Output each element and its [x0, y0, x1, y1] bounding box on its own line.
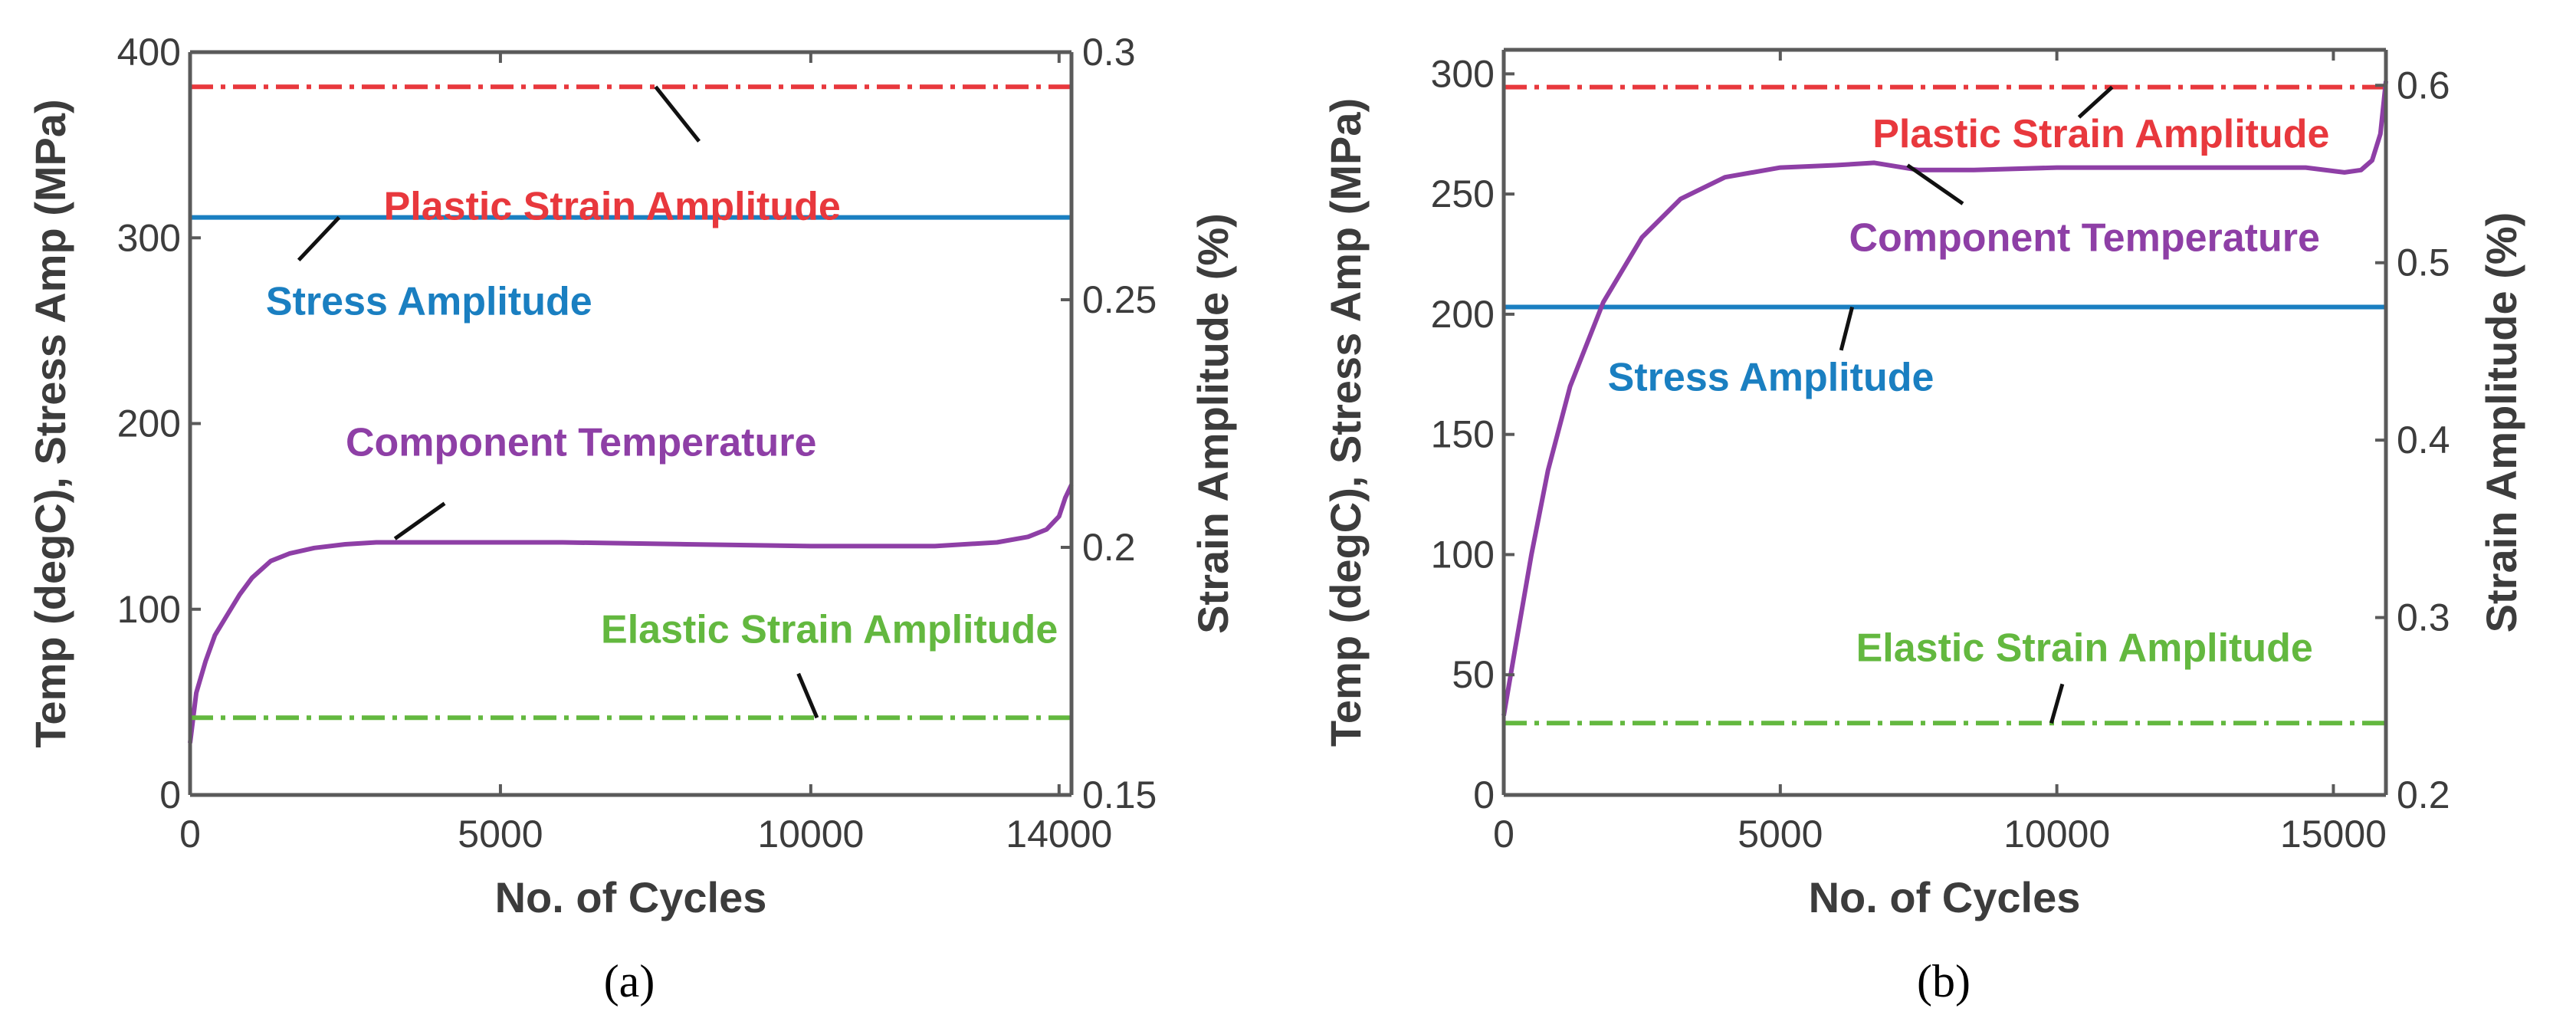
y-left-tick-label: 300	[1431, 52, 1495, 95]
annotation-leader-stress-amplitude	[1839, 306, 1855, 351]
annotation-label-plastic-strain-amplitude: Plastic Strain Amplitude	[384, 184, 841, 228]
annotation-label-component-temperature: Component Temperature	[1849, 216, 2319, 261]
x-tick-label: 10000	[2003, 813, 2110, 856]
annotation-label-stress-amplitude: Stress Amplitude	[1608, 355, 1934, 399]
x-tick-label: 0	[1493, 813, 1514, 856]
annotation-leader-elastic-strain-amplitude	[796, 672, 819, 719]
y-right-tick-label: 0.3	[2397, 596, 2450, 639]
annotation-label-elastic-strain-amplitude: Elastic Strain Amplitude	[601, 608, 1058, 652]
y-right-tick-label: 0.2	[2397, 773, 2450, 816]
series-line-component-temperature	[188, 484, 1074, 744]
chart-panel-b: 0 5000 10000 15000 0 50 100 150 200 250 300 0.2 0.3 0…	[1321, 48, 2525, 1007]
x-tick-label: 5000	[1738, 813, 1823, 856]
y-left-tick-label: 200	[117, 402, 181, 445]
annotation-label-stress-amplitude: Stress Amplitude	[266, 280, 592, 324]
annotation-leader-plastic-strain-amplitude	[2077, 85, 2114, 119]
annotation-leader-component-temperature	[1906, 163, 1964, 205]
x-axis-title: No. of Cycles	[1809, 873, 2081, 921]
y-right-tick-label: 0.5	[2397, 241, 2450, 284]
y-axis-right-title: Strain Amplitude (%)	[2477, 212, 2525, 633]
annotation-label-plastic-strain-amplitude: Plastic Strain Amplitude	[1872, 112, 2329, 156]
annotation-leader-stress-amplitude	[297, 215, 341, 262]
x-tick-label: 0	[179, 813, 201, 856]
y-left-tick-label: 0	[159, 773, 181, 816]
annotation-leader-plastic-strain-amplitude	[654, 85, 701, 143]
panel-caption: (a)	[604, 956, 655, 1007]
annotation-leader-component-temperature	[393, 501, 446, 540]
y-right-tick-label: 0.25	[1082, 278, 1157, 321]
y-axis-right-title: Strain Amplitude (%)	[1189, 213, 1237, 634]
annotation-leader-elastic-strain-amplitude	[2049, 683, 2065, 724]
y-right-tick-label: 0.6	[2397, 64, 2450, 107]
chart-panel-a: 0 5000 10000 14000 0 100 200 300 400 0.15 0.2 0.25 0…	[26, 31, 1237, 1007]
y-left-tick-label: 0	[1473, 773, 1495, 816]
y-left-tick-label: 150	[1431, 413, 1495, 456]
y-left-tick-label: 250	[1431, 172, 1495, 215]
y-left-tick-label: 50	[1452, 653, 1495, 696]
y-left-tick-label: 400	[117, 31, 181, 74]
x-axis-title: No. of Cycles	[495, 873, 767, 921]
annotation-label-component-temperature: Component Temperature	[346, 421, 816, 465]
x-tick-label: 5000	[458, 813, 543, 856]
x-tick-label: 15000	[2280, 813, 2387, 856]
y-left-tick-label: 200	[1431, 293, 1495, 336]
y-right-tick-label: 0.2	[1082, 526, 1136, 569]
y-left-tick-label: 100	[117, 588, 181, 631]
y-right-tick-label: 0.3	[1082, 31, 1136, 74]
y-right-tick-label: 0.4	[2397, 419, 2450, 461]
y-axis-left-title: Temp (degC), Stress Amp (MPa)	[26, 99, 74, 747]
y-left-tick-label: 300	[117, 216, 181, 259]
series-line-component-temperature	[1501, 80, 2388, 717]
x-tick-label: 14000	[1006, 813, 1112, 856]
x-tick-label: 10000	[757, 813, 864, 856]
annotation-label-elastic-strain-amplitude: Elastic Strain Amplitude	[1856, 626, 2313, 670]
panel-caption: (b)	[1917, 956, 1971, 1007]
y-left-tick-label: 100	[1431, 533, 1495, 576]
y-right-tick-label: 0.15	[1082, 773, 1157, 816]
y-axis-left-title: Temp (degC), Stress Amp (MPa)	[1321, 98, 1370, 747]
